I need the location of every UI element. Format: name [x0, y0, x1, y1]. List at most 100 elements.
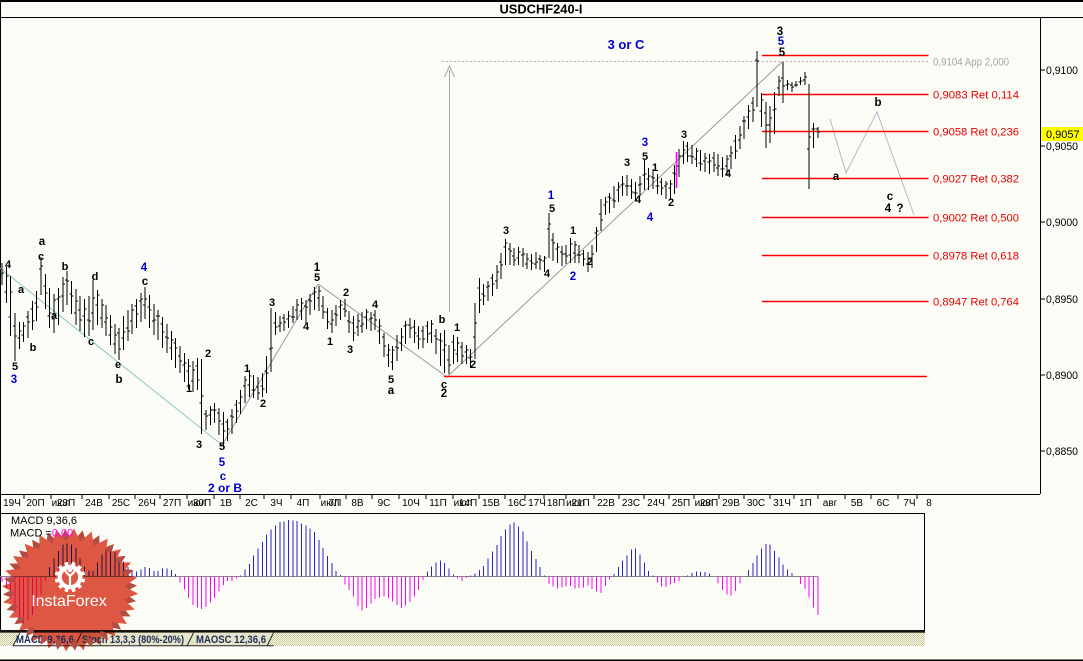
svg-text:MAOSC 12,36,6: MAOSC 12,36,6 — [196, 634, 266, 646]
svg-text:4: 4 — [647, 212, 654, 224]
svg-text:5: 5 — [779, 47, 786, 59]
svg-text:20П: 20П — [26, 498, 44, 509]
svg-text:5: 5 — [549, 203, 555, 215]
svg-text:10Ч: 10Ч — [402, 498, 420, 509]
svg-text:2: 2 — [441, 388, 447, 400]
svg-text:0,9083 Ret 0,114: 0,9083 Ret 0,114 — [933, 90, 1019, 102]
svg-text:1: 1 — [244, 363, 250, 375]
svg-text:3: 3 — [347, 344, 353, 356]
svg-text:?: ? — [896, 203, 903, 215]
svg-text:июл: июл — [52, 498, 71, 509]
svg-text:b: b — [30, 342, 37, 354]
svg-text:4: 4 — [885, 203, 892, 215]
svg-text:3Ч: 3Ч — [270, 498, 282, 509]
svg-text:1: 1 — [186, 383, 192, 395]
svg-text:1: 1 — [454, 322, 460, 334]
svg-text:19Ч: 19Ч — [3, 498, 21, 509]
svg-text:4: 4 — [141, 262, 148, 274]
svg-text:0,8950: 0,8950 — [1046, 294, 1078, 306]
svg-text:1: 1 — [327, 336, 333, 348]
svg-text:3: 3 — [642, 137, 648, 149]
svg-text:3: 3 — [269, 297, 275, 309]
svg-text:d: d — [92, 271, 99, 283]
svg-text:a: a — [388, 385, 395, 397]
svg-text:b: b — [439, 314, 446, 326]
svg-text:28П: 28П — [700, 498, 718, 509]
svg-text:июл: июл — [188, 498, 207, 509]
svg-text:0,9058 Ret 0,236: 0,9058 Ret 0,236 — [933, 127, 1019, 139]
svg-text:31Ч: 31Ч — [773, 498, 791, 509]
svg-text:Stoch 13,3,3 (80%-20%): Stoch 13,3,3 (80%-20%) — [82, 634, 184, 646]
svg-text:a: a — [51, 310, 58, 322]
svg-text:5: 5 — [219, 441, 225, 453]
svg-text:0,8850: 0,8850 — [1046, 446, 1078, 458]
svg-text:2: 2 — [343, 287, 349, 299]
svg-text:июл: июл — [695, 498, 714, 509]
svg-text:11П: 11П — [429, 498, 447, 509]
svg-text:2: 2 — [587, 256, 593, 268]
svg-text:14П: 14П — [459, 498, 477, 509]
svg-text:2С: 2С — [245, 498, 258, 509]
svg-text:0,9000: 0,9000 — [1046, 217, 1078, 229]
svg-text:e: e — [115, 359, 121, 371]
svg-text:USDCHF240-I: USDCHF240-I — [500, 2, 583, 17]
svg-text:июл: июл — [454, 498, 473, 509]
svg-text:авг: авг — [823, 498, 838, 509]
svg-text:4: 4 — [5, 259, 12, 271]
svg-text:16С: 16С — [508, 498, 526, 509]
svg-text:1: 1 — [652, 162, 658, 174]
svg-text:2: 2 — [470, 359, 476, 371]
svg-text:5: 5 — [778, 36, 785, 48]
svg-text:1П: 1П — [799, 498, 812, 509]
svg-text:a: a — [833, 171, 840, 183]
svg-text:0,8947 Ret 0,764: 0,8947 Ret 0,764 — [933, 297, 1019, 309]
svg-text:4: 4 — [544, 268, 551, 280]
svg-text:0,9104 App 2,000: 0,9104 App 2,000 — [933, 57, 1009, 69]
svg-text:22В: 22В — [597, 498, 615, 509]
svg-text:5: 5 — [388, 374, 394, 386]
svg-text:8В: 8В — [351, 498, 364, 509]
svg-text:23П: 23П — [57, 498, 75, 509]
svg-text:2: 2 — [260, 398, 266, 410]
svg-text:c: c — [142, 276, 149, 288]
svg-text:21П: 21П — [571, 498, 589, 509]
svg-text:MACD 9,36,6: MACD 9,36,6 — [11, 515, 77, 527]
svg-text:4: 4 — [303, 321, 310, 333]
svg-text:2: 2 — [668, 197, 674, 209]
svg-text:3: 3 — [681, 129, 687, 141]
svg-text:30С: 30С — [747, 498, 765, 509]
svg-text:0,9100: 0,9100 — [1046, 65, 1078, 77]
svg-text:1: 1 — [570, 225, 576, 237]
svg-text:3: 3 — [777, 26, 783, 38]
svg-text:17Ч: 17Ч — [528, 498, 546, 509]
svg-text:b: b — [874, 97, 881, 109]
svg-text:1: 1 — [548, 190, 555, 202]
svg-text:0,9050: 0,9050 — [1046, 141, 1078, 153]
svg-text:июл: июл — [321, 498, 340, 509]
svg-text:5В: 5В — [851, 498, 864, 509]
svg-text:2: 2 — [205, 348, 211, 360]
svg-text:b: b — [115, 374, 122, 386]
svg-text:25С: 25С — [112, 498, 130, 509]
svg-text:c: c — [441, 379, 447, 391]
svg-text:25П: 25П — [672, 498, 690, 509]
svg-text:2: 2 — [570, 271, 576, 283]
svg-text:26Ч: 26Ч — [138, 498, 156, 509]
svg-text:4П: 4П — [297, 498, 310, 509]
svg-text:29В: 29В — [722, 498, 740, 509]
svg-text:23С: 23С — [622, 498, 640, 509]
svg-text:27П: 27П — [163, 498, 181, 509]
svg-text:4: 4 — [372, 299, 379, 311]
svg-text:8: 8 — [926, 498, 932, 509]
svg-text:4: 4 — [725, 168, 732, 180]
svg-text:a: a — [39, 236, 46, 248]
svg-text:3: 3 — [503, 225, 509, 237]
svg-text:1В: 1В — [220, 498, 233, 509]
svg-text:c: c — [88, 336, 94, 348]
svg-text:1: 1 — [314, 262, 321, 274]
svg-text:7Ч: 7Ч — [903, 498, 915, 509]
svg-text:7П: 7П — [329, 498, 342, 509]
svg-text:30П: 30П — [193, 498, 211, 509]
svg-text:5: 5 — [642, 151, 648, 163]
svg-text:3: 3 — [624, 157, 630, 169]
